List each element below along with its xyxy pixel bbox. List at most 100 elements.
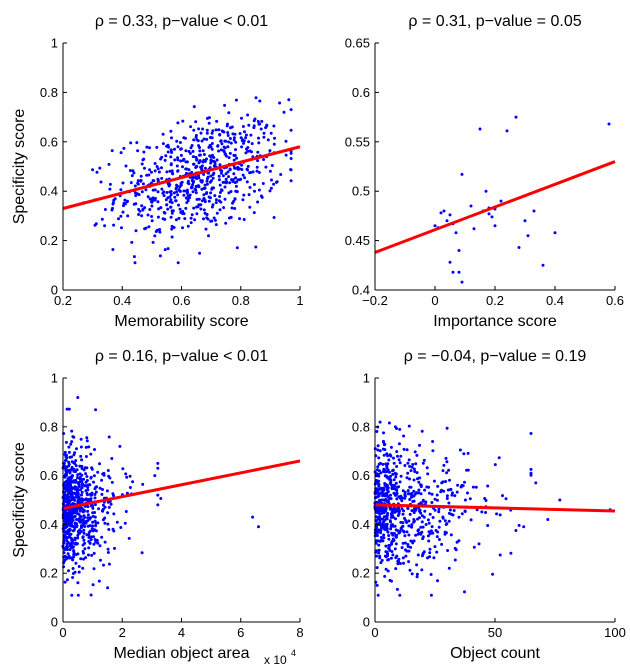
data-point [230, 178, 233, 182]
data-point [396, 454, 399, 458]
data-point [495, 512, 499, 516]
data-point [92, 528, 96, 532]
data-point [480, 510, 484, 514]
data-point [139, 179, 143, 183]
data-point [67, 464, 70, 468]
y-tick-label: 0.5 [352, 184, 370, 199]
data-point [289, 179, 293, 183]
data-point [92, 535, 96, 539]
data-point [376, 444, 380, 448]
data-point [124, 472, 128, 476]
data-point [63, 535, 67, 539]
data-point [186, 194, 190, 198]
data-point [68, 476, 72, 480]
data-point [497, 456, 501, 460]
data-point [432, 556, 436, 560]
data-point [94, 524, 98, 528]
x-axis-label: Object count [450, 645, 540, 662]
data-point [224, 221, 228, 225]
data-point [63, 459, 67, 462]
data-point [186, 224, 190, 228]
data-point [256, 150, 260, 154]
data-point [72, 551, 76, 555]
data-point [378, 521, 382, 525]
data-point [376, 448, 380, 452]
data-point [389, 520, 392, 524]
y-tick-label: 0.2 [40, 233, 58, 248]
data-point [107, 528, 111, 531]
data-point [91, 504, 94, 508]
data-point [101, 509, 105, 513]
data-point [517, 523, 521, 527]
data-point [499, 199, 503, 203]
data-point [129, 141, 133, 145]
data-point [80, 493, 83, 497]
y-tick-label: 0.4 [352, 283, 370, 298]
data-point [107, 435, 111, 439]
data-point [218, 133, 222, 137]
data-point [522, 525, 526, 529]
data-point [67, 445, 71, 449]
data-point [191, 179, 195, 183]
data-point [86, 488, 90, 492]
data-point [170, 209, 174, 213]
data-point [412, 511, 416, 515]
data-point [197, 197, 201, 201]
data-point [378, 554, 382, 558]
data-point [128, 486, 132, 489]
data-point [84, 480, 88, 484]
data-point [255, 165, 259, 169]
data-point [484, 189, 488, 193]
data-point [85, 436, 89, 440]
data-point [107, 505, 111, 509]
data-point [458, 448, 462, 452]
data-point [195, 197, 199, 201]
data-point [256, 159, 260, 163]
data-point [407, 424, 411, 428]
data-point [173, 147, 176, 151]
data-point [457, 515, 461, 519]
data-point [77, 570, 81, 574]
data-point [407, 519, 411, 523]
data-point [436, 484, 440, 488]
regression-line [374, 160, 616, 254]
data-point [534, 481, 538, 485]
data-point [153, 169, 157, 173]
data-point [109, 502, 113, 506]
data-point [141, 482, 145, 486]
data-point [410, 465, 414, 469]
data-point [79, 454, 83, 458]
data-point [408, 464, 412, 468]
chart-panel-4: 0 50 100 0 0.2 0.4 0.6 0.8 1 ρ = −0.04, p−value =… [352, 348, 626, 662]
data-point [504, 497, 508, 501]
data-point [234, 148, 237, 152]
data-point [393, 510, 397, 514]
data-point [65, 578, 69, 582]
data-point [136, 149, 140, 153]
data-point [382, 533, 386, 537]
data-point [259, 127, 263, 131]
data-point [394, 535, 398, 539]
data-point [446, 488, 450, 492]
data-point [70, 487, 74, 491]
data-point [189, 216, 193, 220]
data-point [422, 458, 426, 462]
y-axis-label: Specificity score [11, 109, 28, 225]
data-point [147, 173, 151, 177]
data-point [158, 254, 162, 258]
data-point [113, 197, 117, 201]
data-point [403, 494, 407, 498]
data-point [199, 207, 203, 211]
data-point [431, 440, 435, 443]
data-point [106, 469, 110, 472]
data-point [509, 551, 513, 555]
data-point [532, 209, 536, 213]
data-point [486, 484, 490, 488]
data-point [159, 497, 163, 500]
data-point [224, 172, 228, 176]
data-point [254, 96, 258, 100]
data-point [128, 474, 132, 478]
data-point [179, 183, 183, 187]
data-point [102, 563, 105, 567]
data-point [184, 189, 188, 193]
